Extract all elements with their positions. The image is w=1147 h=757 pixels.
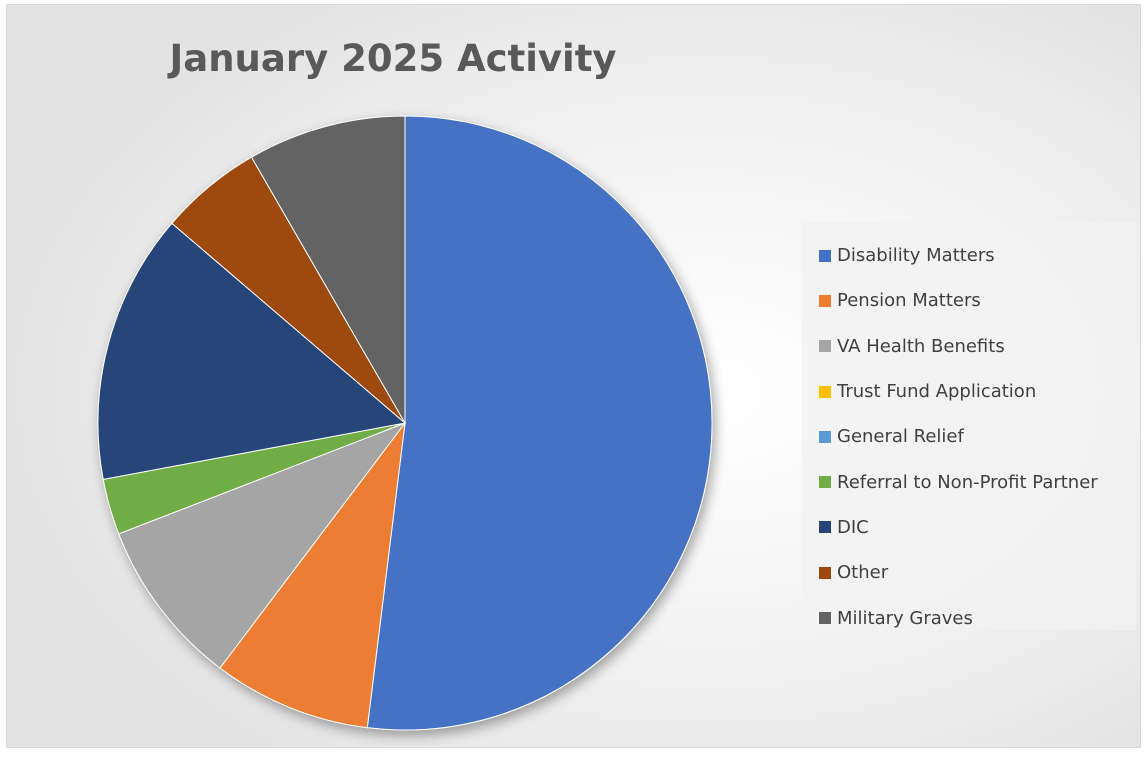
legend-label: Disability Matters [837, 245, 995, 267]
chart-title: January 2025 Activity [169, 37, 617, 80]
legend-label: VA Health Benefits [837, 335, 1005, 357]
legend-item: General Relief [819, 414, 1136, 459]
legend-swatch [819, 566, 831, 579]
legend-item: DIC [819, 505, 1136, 550]
legend-label: Pension Matters [837, 290, 981, 312]
legend-label: DIC [837, 516, 869, 538]
legend-swatch [819, 612, 831, 625]
legend-swatch [819, 340, 831, 353]
legend-item: Military Graves [819, 595, 1136, 640]
pie-slice-military-graves [250, 115, 406, 425]
legend-swatch [819, 294, 831, 307]
legend-label: Other [837, 562, 889, 584]
legend-label: General Relief [837, 426, 964, 448]
legend: Disability Matters Pension Matters VA Heal… [802, 222, 1136, 630]
legend-swatch [819, 521, 831, 534]
legend-item: Pension Matters [819, 278, 1136, 323]
pie-slice-pension-matters [219, 421, 406, 729]
legend-label: Referral to Non-Profit Partner [837, 471, 1098, 493]
legend-swatch [819, 385, 831, 398]
chart-area: January 2025 Activity Disability Matters… [6, 4, 1141, 748]
legend-label: Trust Fund Application [837, 381, 1037, 403]
pie-slice-va-health-benefits [118, 421, 407, 669]
legend-swatch [819, 249, 831, 262]
legend-item: Referral to Non-Profit Partner [819, 459, 1136, 504]
pie-chart [97, 115, 713, 731]
legend-swatch [819, 430, 831, 443]
legend-item: Trust Fund Application [819, 369, 1136, 414]
legend-item: Other [819, 550, 1136, 595]
pie-slice-dic [97, 222, 407, 480]
legend-item: Disability Matters [819, 233, 1136, 278]
pie-slice-disability-matters [366, 115, 713, 731]
legend-swatch [819, 476, 831, 489]
legend-item: VA Health Benefits [819, 324, 1136, 369]
legend-label: Military Graves [837, 607, 973, 629]
